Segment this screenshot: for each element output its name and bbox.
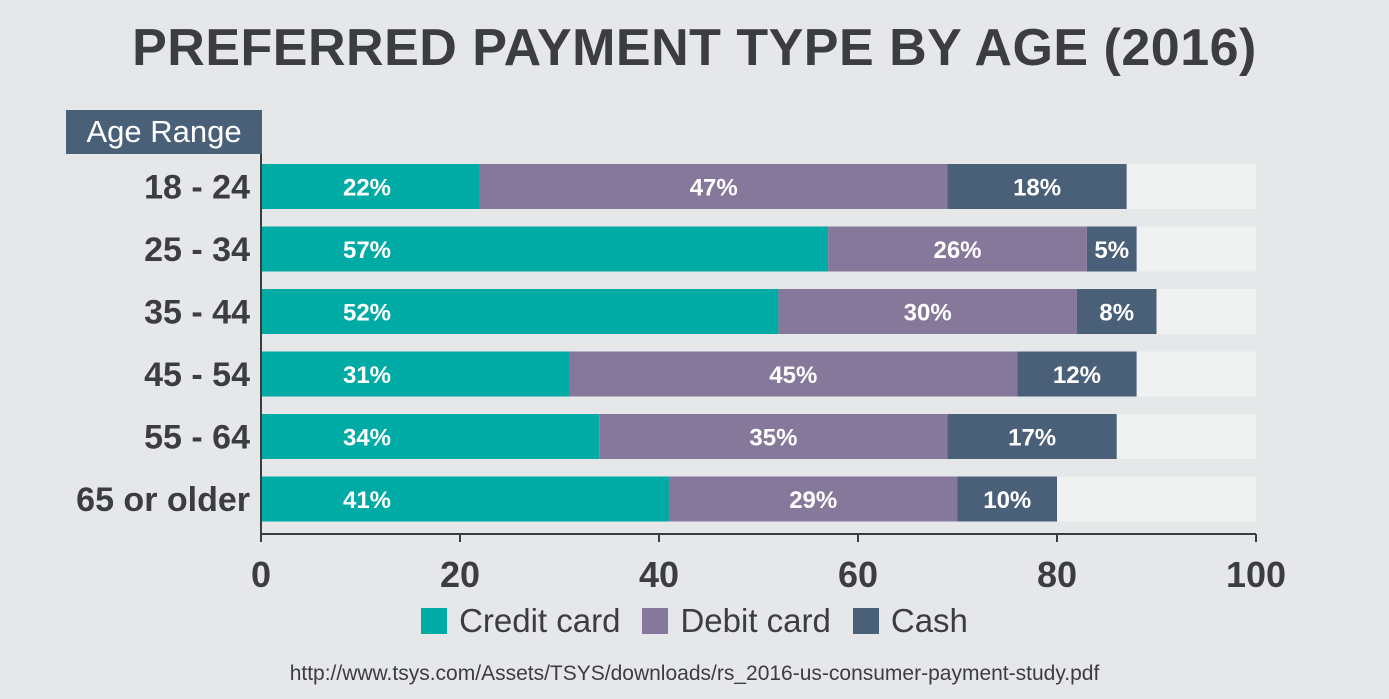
bar-credit-card-45-54: [261, 351, 570, 397]
bar-cash-18-24: [947, 164, 1127, 209]
data-label-cash-55-64: 17%: [1008, 425, 1056, 452]
data-label-debit-card-35-44: 30%: [904, 300, 952, 327]
stacked-bar-chart: 22% 47% 18% 57% 26% 5% 52% 30% 8% 31% 45% 12% 34% 35%…: [76, 154, 1286, 595]
bar-debit-card-45-54: [569, 351, 1018, 397]
bar-credit-card-18-24: [261, 164, 480, 209]
legend-item-cash: Cash: [852, 602, 968, 640]
category-label-65-or-older: 65 or older: [76, 481, 250, 519]
data-label-debit-card-45-54: 45%: [769, 362, 817, 389]
source-url: http://www.tsys.com/Assets/TSYS/download…: [289, 662, 1100, 685]
category-labels: 18 - 24 25 - 34 35 - 44 45 - 54 55 - 64 65 or…: [76, 169, 250, 520]
bar-debit-card-55-64: [599, 414, 948, 459]
x-tick-label-60: 60: [838, 554, 878, 595]
x-tick-label-20: 20: [440, 554, 480, 595]
bar-cash-25-34: [1086, 226, 1137, 272]
legend-item-credit-card: Credit card: [421, 602, 620, 640]
bar-debit-card-65-or-older: [668, 476, 958, 522]
data-label-debit-card-55-64: 35%: [749, 425, 797, 452]
bar-credit-card-55-64: [261, 414, 600, 459]
legend-swatch-credit-card: [421, 608, 448, 634]
bar-cash-45-54: [1017, 351, 1137, 397]
bar-cash-65-or-older: [957, 476, 1057, 522]
x-tick-label-100: 100: [1226, 554, 1286, 595]
bar-credit-card-25-34: [261, 226, 829, 272]
category-label-45-54: 45 - 54: [144, 356, 250, 394]
bar-cash-35-44: [1076, 289, 1157, 334]
data-label-cash-65-or-older: 10%: [983, 487, 1031, 514]
bar-tracks: [261, 164, 1256, 522]
legend-swatch-cash: [852, 608, 879, 634]
data-label-credit-card-55-64: 34%: [343, 425, 391, 452]
data-label-credit-card-35-44: 52%: [343, 300, 391, 327]
legend-label-credit-card: Credit card: [459, 602, 621, 639]
bar-debit-card-35-44: [778, 289, 1077, 334]
data-label-debit-card-18-24: 47%: [690, 175, 738, 202]
bar-credit-card-35-44: [261, 289, 779, 334]
legend: Credit card Debit card Cash: [0, 602, 1389, 640]
legend-label-debit-card: Debit card: [680, 602, 831, 639]
data-label-cash-45-54: 12%: [1053, 362, 1101, 389]
bar-debit-card-18-24: [479, 164, 948, 209]
data-label-cash-18-24: 18%: [1013, 175, 1061, 202]
x-tick-label-80: 80: [1037, 554, 1077, 595]
category-label-18-24: 18 - 24: [144, 169, 250, 207]
legend-item-debit-card: Debit card: [642, 602, 831, 640]
data-label-credit-card-65-or-older: 41%: [343, 487, 391, 514]
data-label-cash-35-44: 8%: [1099, 300, 1134, 327]
bar-credit-card-65-or-older: [261, 476, 669, 522]
bar-debit-card-25-34: [828, 226, 1087, 272]
category-label-55-64: 55 - 64: [144, 419, 250, 457]
data-label-credit-card-18-24: 22%: [343, 175, 391, 202]
category-label-35-44: 35 - 44: [144, 294, 250, 332]
data-label-credit-card-25-34: 57%: [343, 237, 391, 264]
data-labels: 22% 47% 18% 57% 26% 5% 52% 30% 8% 31% 45% 12% 34% 35%…: [343, 175, 1134, 515]
x-axis: 0 20 40 60 80 100: [251, 154, 1286, 595]
data-label-credit-card-45-54: 31%: [343, 362, 391, 389]
data-label-debit-card-65-or-older: 29%: [789, 487, 837, 514]
data-label-cash-25-34: 5%: [1094, 237, 1129, 264]
category-axis-header: Age Range: [66, 110, 262, 154]
bar-cash-55-64: [947, 414, 1117, 459]
x-tick-label-40: 40: [639, 554, 679, 595]
legend-swatch-debit-card: [642, 608, 669, 634]
chart-title: PREFERRED PAYMENT TYPE BY AGE (2016): [132, 19, 1257, 77]
x-tick-label-0: 0: [251, 554, 271, 595]
legend-label-cash: Cash: [890, 602, 968, 639]
category-label-25-34: 25 - 34: [144, 231, 250, 269]
data-label-debit-card-25-34: 26%: [933, 237, 981, 264]
bars: [261, 164, 1157, 522]
